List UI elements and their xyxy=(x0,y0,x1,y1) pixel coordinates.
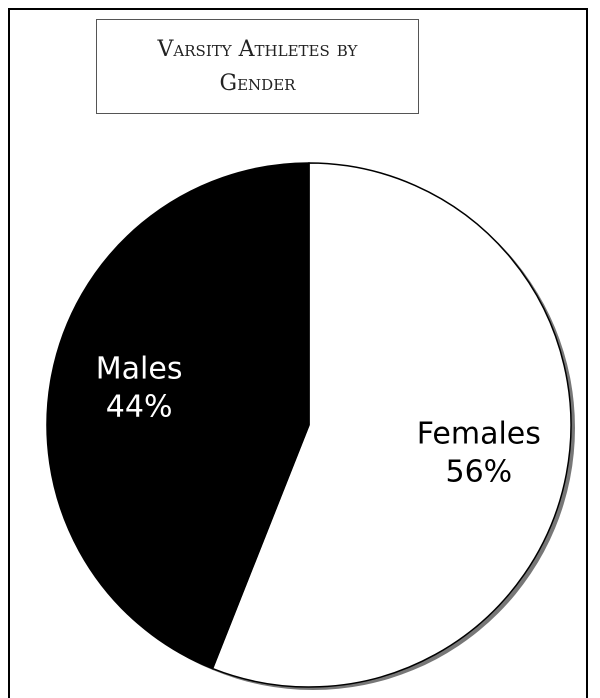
slice-value-label: 44% xyxy=(106,390,173,425)
frame xyxy=(8,8,588,698)
slice-label: Males xyxy=(96,352,183,387)
slice-label: Females xyxy=(417,416,541,451)
slice-value-label: 56% xyxy=(446,454,513,489)
chart-title: Varsity Athletes by Gender xyxy=(157,36,358,96)
pie-slice xyxy=(211,162,572,688)
title-box: Varsity Athletes by Gender xyxy=(96,19,419,114)
pie-slice xyxy=(46,162,310,670)
